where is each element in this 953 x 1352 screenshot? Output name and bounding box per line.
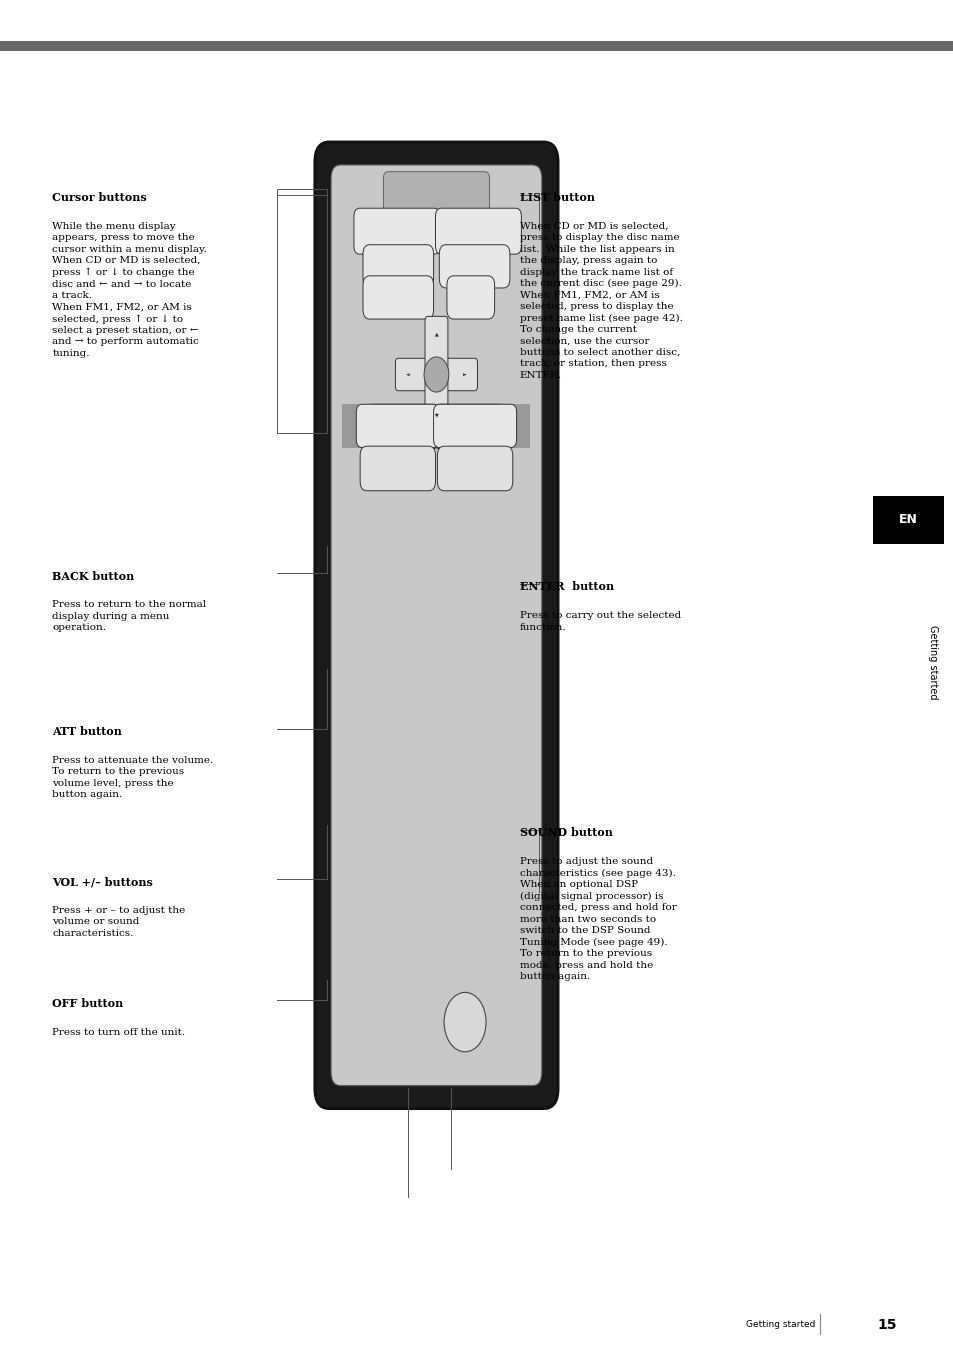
Text: ATT button: ATT button	[52, 726, 122, 737]
Circle shape	[423, 357, 448, 392]
Text: Press to adjust the sound
characteristics (see page 43).
When an optional DSP
(d: Press to adjust the sound characteristic…	[519, 857, 676, 982]
Bar	[872, 496, 943, 544]
Text: When CD or MD is selected,
press to display the disc name
list.  While the list : When CD or MD is selected, press to disp…	[519, 222, 682, 380]
Text: SOUND button: SOUND button	[519, 827, 612, 838]
FancyBboxPatch shape	[331, 165, 541, 1086]
FancyBboxPatch shape	[359, 446, 435, 491]
Text: ►: ►	[463, 372, 466, 377]
Text: Press to return to the normal
display during a menu
operation.: Press to return to the normal display du…	[52, 600, 207, 633]
Text: LIST button: LIST button	[519, 192, 595, 203]
Circle shape	[443, 992, 485, 1052]
Text: While the menu display
appears, press to move the
cursor within a menu display.
: While the menu display appears, press to…	[52, 222, 207, 358]
Text: 15: 15	[877, 1318, 896, 1332]
FancyBboxPatch shape	[355, 404, 438, 448]
Text: ENTER  button: ENTER button	[519, 581, 614, 592]
Text: VOL +/– buttons: VOL +/– buttons	[52, 876, 153, 887]
Text: Getting started: Getting started	[927, 625, 937, 700]
FancyBboxPatch shape	[314, 142, 558, 1109]
Text: ◄: ◄	[406, 372, 409, 377]
Text: Press + or – to adjust the
volume or sound
characteristics.: Press + or – to adjust the volume or sou…	[52, 906, 186, 938]
FancyBboxPatch shape	[446, 276, 494, 319]
FancyBboxPatch shape	[438, 245, 509, 288]
FancyBboxPatch shape	[424, 316, 447, 433]
Text: Cursor buttons: Cursor buttons	[52, 192, 147, 203]
Text: OFF button: OFF button	[52, 998, 124, 1009]
Bar	[0, 41, 953, 51]
FancyBboxPatch shape	[362, 245, 433, 288]
FancyBboxPatch shape	[433, 404, 516, 448]
Text: Press to carry out the selected
function.: Press to carry out the selected function…	[519, 611, 680, 631]
Text: EN: EN	[898, 512, 917, 526]
FancyBboxPatch shape	[435, 208, 520, 254]
Bar	[342, 404, 530, 448]
FancyBboxPatch shape	[395, 358, 476, 391]
FancyBboxPatch shape	[366, 404, 438, 449]
FancyBboxPatch shape	[436, 446, 512, 491]
FancyBboxPatch shape	[362, 276, 433, 319]
FancyBboxPatch shape	[354, 208, 439, 254]
Text: ▼: ▼	[435, 412, 437, 418]
Text: Press to turn off the unit.: Press to turn off the unit.	[52, 1028, 186, 1037]
FancyBboxPatch shape	[383, 172, 489, 212]
FancyBboxPatch shape	[433, 404, 505, 449]
Bar	[276, 189, 327, 433]
Text: BACK button: BACK button	[52, 571, 134, 581]
Text: Getting started: Getting started	[745, 1321, 815, 1329]
Text: Press to attenuate the volume.
To return to the previous
volume level, press the: Press to attenuate the volume. To return…	[52, 756, 213, 799]
Text: ▲: ▲	[435, 331, 437, 337]
